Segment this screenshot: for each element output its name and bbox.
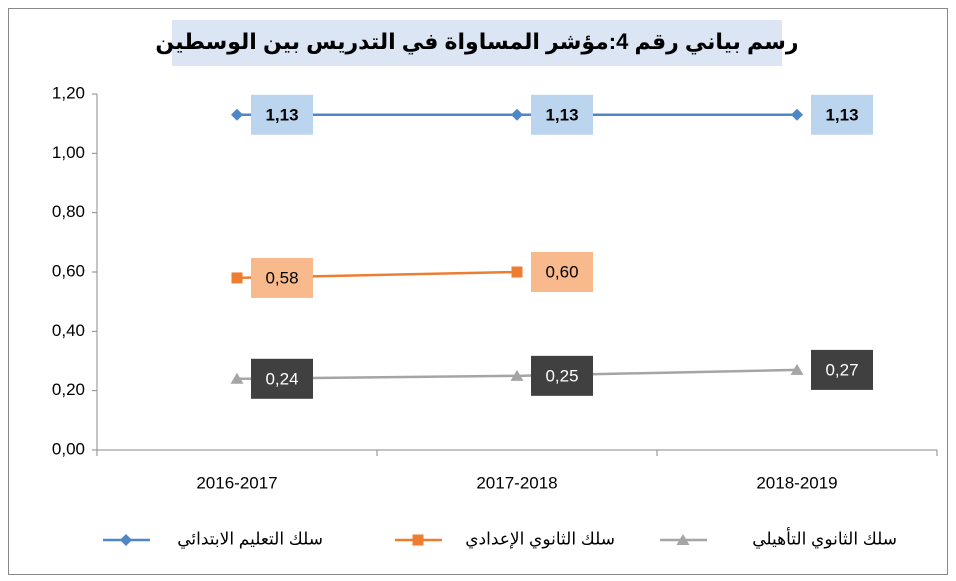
y-tick-label: 1,20 (52, 83, 85, 102)
marker (231, 272, 243, 284)
data-label-box (811, 94, 873, 135)
legend-item: سلك الثانوي الإعدادي (395, 529, 615, 549)
marker (511, 266, 523, 278)
y-tick-label: 1,00 (52, 143, 85, 162)
marker (511, 108, 523, 121)
data-label: 0,58 (265, 268, 298, 287)
data-label: 0,60 (545, 262, 578, 281)
data-label-box (251, 257, 313, 298)
legend-item: سلك الثانوي التأهيلي (660, 526, 897, 549)
y-tick-label: 0,40 (52, 321, 85, 340)
legend-label: سلك الثانوي التأهيلي (752, 526, 897, 549)
x-tick-label: 2018-2019 (756, 473, 837, 492)
chart-border (8, 8, 948, 575)
data-label-box (531, 355, 593, 396)
data-label: 1,13 (825, 105, 858, 124)
y-tick-label: 0,60 (52, 261, 85, 280)
data-label: 1,13 (545, 105, 578, 124)
data-label-box (531, 252, 593, 292)
marker (676, 534, 690, 545)
y-tick-label: 0,20 (52, 380, 85, 399)
marker (790, 363, 804, 375)
data-label-box (251, 358, 313, 399)
data-label: 0,27 (825, 360, 858, 379)
marker (230, 372, 244, 384)
title-background (172, 20, 782, 66)
legend-label: سلك الثانوي الإعدادي (465, 529, 615, 549)
marker (791, 108, 803, 121)
data-label: 1,13 (265, 105, 298, 124)
x-tick-label: 2017-2018 (476, 473, 557, 492)
legend-item: سلك التعليم الابتدائي (103, 529, 323, 549)
marker (510, 369, 524, 381)
data-label-box (531, 94, 593, 135)
data-label: 0,24 (265, 369, 298, 388)
marker (231, 108, 243, 121)
y-tick-label: 0,80 (52, 202, 85, 221)
data-label-box (811, 349, 873, 390)
y-tick-label: 0,00 (52, 439, 85, 458)
legend-label: سلك التعليم الابتدائي (177, 529, 323, 549)
chart-title: رسم بياني رقم 4:مؤشر المساواة في التدريس… (155, 29, 798, 55)
data-label: 0,25 (545, 366, 578, 385)
x-tick-label: 2016-2017 (196, 473, 277, 492)
data-label-box (251, 94, 313, 135)
marker (120, 534, 132, 546)
marker (412, 534, 424, 546)
